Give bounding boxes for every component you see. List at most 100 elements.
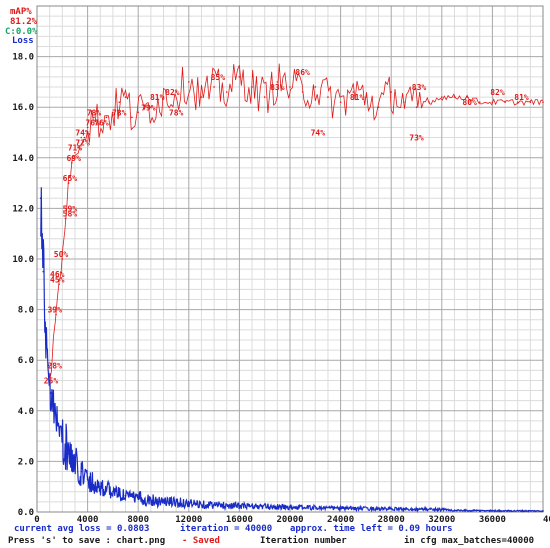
map-data-label: 50% [54,250,69,259]
footer-iteration: iteration = 40000 [180,523,272,534]
map-data-label: 82% [490,88,505,97]
loss-point [67,452,70,455]
x-tick-label: 32000 [428,515,455,525]
map-data-label: 74% [75,129,90,138]
y-tick-label: 10.0 [12,255,34,265]
footer-saved: - Saved [182,536,220,546]
loss-point [56,420,59,422]
map-data-label: 28% [47,361,62,370]
map-data-label: 45% [50,275,65,284]
loss-point [124,494,127,497]
map-point [162,96,165,98]
legend: mAP% 81.2% C:0.0% Loss [5,7,38,46]
map-point [83,136,86,139]
map-point [80,136,83,139]
loss-series-line [40,187,543,514]
map-data-label: 58% [63,210,78,219]
map-data-label: 74% [311,129,326,138]
map-point [377,106,380,108]
map-point [466,96,468,98]
loss-point [99,485,102,488]
loss-point [86,478,89,481]
map-point [263,96,266,98]
map-point [542,101,544,103]
x-tick-label: 12000 [175,515,202,525]
loss-point [390,508,393,510]
map-data-label: 83% [412,83,427,92]
loss-point [52,402,55,405]
map-point [105,116,108,119]
map-point [225,91,228,93]
map-data-label: 59% [63,204,78,213]
loss-point [44,328,47,331]
map-point [74,151,76,154]
map-data-label: 78% [87,108,102,117]
map-point [70,162,73,164]
x-tick-label: 16000 [226,515,253,525]
map-point [327,96,329,98]
map-point [86,126,89,129]
map-point [491,101,494,103]
footer-max-batches: in cfg max_batches=40000 [404,535,534,546]
map-data-label: 71% [68,144,83,153]
map-point [403,101,405,103]
footer-time-left: approx. time left = 0.09 hours [290,523,453,534]
map-data-label: 86% [295,68,310,77]
y-tick-label: 14.0 [12,154,34,164]
legend-map-value: 81.2% [10,17,38,27]
map-point [339,101,342,103]
map-point [289,86,291,88]
x-tick-label: 24000 [327,515,354,525]
y-tick-label: 8.0 [18,306,34,316]
y-tick-label: 18.0 [12,53,34,63]
legend-c-value: C:0.0% [5,27,38,37]
loss-point [542,510,544,512]
map-point [48,384,51,387]
footer-current-loss: current avg loss = 0.0803 [14,524,149,534]
legend-map-title: mAP% [10,7,32,17]
y-tick-label: 6.0 [18,356,34,366]
map-point [131,116,133,119]
x-tick-label: 28000 [378,515,405,525]
map-data-label: 83% [270,83,285,92]
loss-point [289,506,291,509]
loss-point [453,509,456,512]
legend-loss: Loss [12,36,34,46]
map-point [175,91,177,93]
map-series-line [49,63,544,381]
map-point [314,86,317,88]
map-data-label: 73% [409,134,424,143]
map-data-label: 76% [94,118,109,127]
y-tick-label: 2.0 [18,457,34,467]
map-point [213,86,215,88]
map-point [137,111,139,114]
map-data-label: 78% [112,108,127,117]
x-tick-label: 20000 [276,515,303,525]
loss-point [238,505,241,507]
loss-point [39,197,42,200]
loss-point [162,500,165,503]
map-point [77,146,79,149]
map-point [67,182,70,184]
map-point [365,96,367,98]
x-tick-label: 40000 [543,515,550,525]
map-data-label: 65% [63,174,78,183]
x-tick-label: 0 [34,515,39,525]
map-data-label: 46% [50,270,65,279]
map-point [112,111,114,114]
x-tick-label: 4000 [77,515,99,525]
map-data-label: 82% [165,88,180,97]
map-point [352,91,355,93]
x-tick-label: 36000 [479,515,506,525]
map-data-label: 80% [462,98,477,107]
map-data-label: 81% [514,93,529,102]
loss-point [187,502,190,505]
loss-point [339,507,342,510]
footer: current avg loss = 0.0803 iteration = 40… [8,523,534,546]
map-labels: 25%28%39%45%46%50%58%59%65%69%71%72%74%7… [44,68,529,386]
map-point [124,96,127,98]
map-point [301,91,304,93]
footer-press-save: Press 's' to save : chart.png [8,536,165,546]
loss-point [440,508,443,511]
